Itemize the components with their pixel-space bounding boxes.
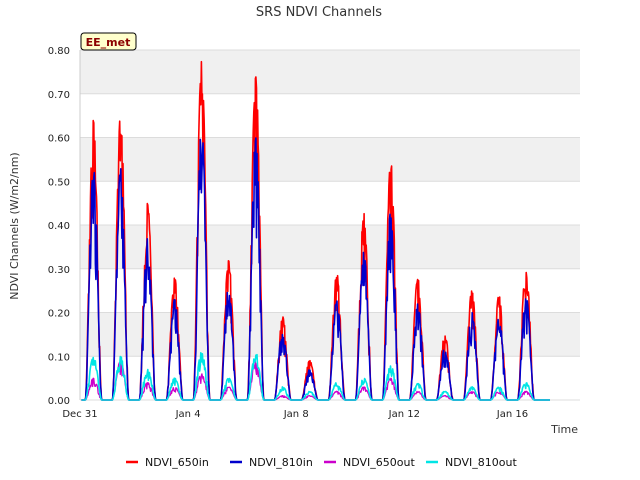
- plot-band: [80, 137, 580, 182]
- legend-item: NDVI_650in: [126, 456, 209, 469]
- plot-band: [80, 312, 580, 357]
- x-tick-label: Jan 16: [496, 409, 528, 420]
- y-tick-label: 0.40: [48, 221, 70, 232]
- y-tick-label: 0.20: [48, 309, 70, 320]
- grid-lines: [79, 49, 580, 401]
- x-tick-label: Jan 8: [283, 409, 309, 420]
- series-line-ndvi-810out: [81, 351, 551, 401]
- legend-label: NDVI_650in: [145, 456, 209, 469]
- y-axis-label: NDVI Channels (W/m2/nm): [8, 152, 21, 299]
- y-tick-label: 0.60: [48, 134, 70, 145]
- y-tick-label: 0.80: [48, 46, 70, 57]
- legend: NDVI_650in NDVI_810in NDVI_650out NDVI_810o…: [126, 456, 517, 469]
- chart-title: SRS NDVI Channels: [256, 5, 382, 20]
- legend-label: NDVI_810out: [445, 456, 517, 469]
- x-tick-label: Dec 31: [62, 409, 97, 420]
- site-tag: EE_met: [80, 32, 137, 51]
- x-axis-ticks: Dec 31 Jan 4 Jan 8 Jan 12 Jan 16: [62, 409, 528, 420]
- y-tick-label: 0.50: [48, 177, 70, 188]
- site-tag-label: EE_met: [86, 36, 131, 49]
- plot-band: [80, 50, 580, 94]
- y-tick-label: 0.00: [48, 396, 70, 407]
- x-axis-label: Time: [550, 423, 578, 436]
- y-tick-label: 0.10: [48, 352, 70, 363]
- legend-item: NDVI_650out: [324, 456, 415, 469]
- y-tick-label: 0.70: [48, 90, 70, 101]
- x-tick-label: Jan 4: [175, 409, 201, 420]
- site-tag-box: [80, 32, 137, 51]
- y-tick-label: 0.30: [48, 265, 70, 276]
- legend-label: NDVI_650out: [343, 456, 415, 469]
- legend-item: NDVI_810out: [426, 456, 517, 469]
- legend-item: NDVI_810in: [230, 456, 313, 469]
- plot-band: [80, 225, 580, 269]
- series-lines: [81, 60, 551, 401]
- y-axis-ticks: 0.00 0.10 0.20 0.30 0.40 0.50 0.60 0.70 0.80: [48, 46, 70, 407]
- legend-label: NDVI_810in: [249, 456, 313, 469]
- x-tick-label: Jan 12: [388, 409, 420, 420]
